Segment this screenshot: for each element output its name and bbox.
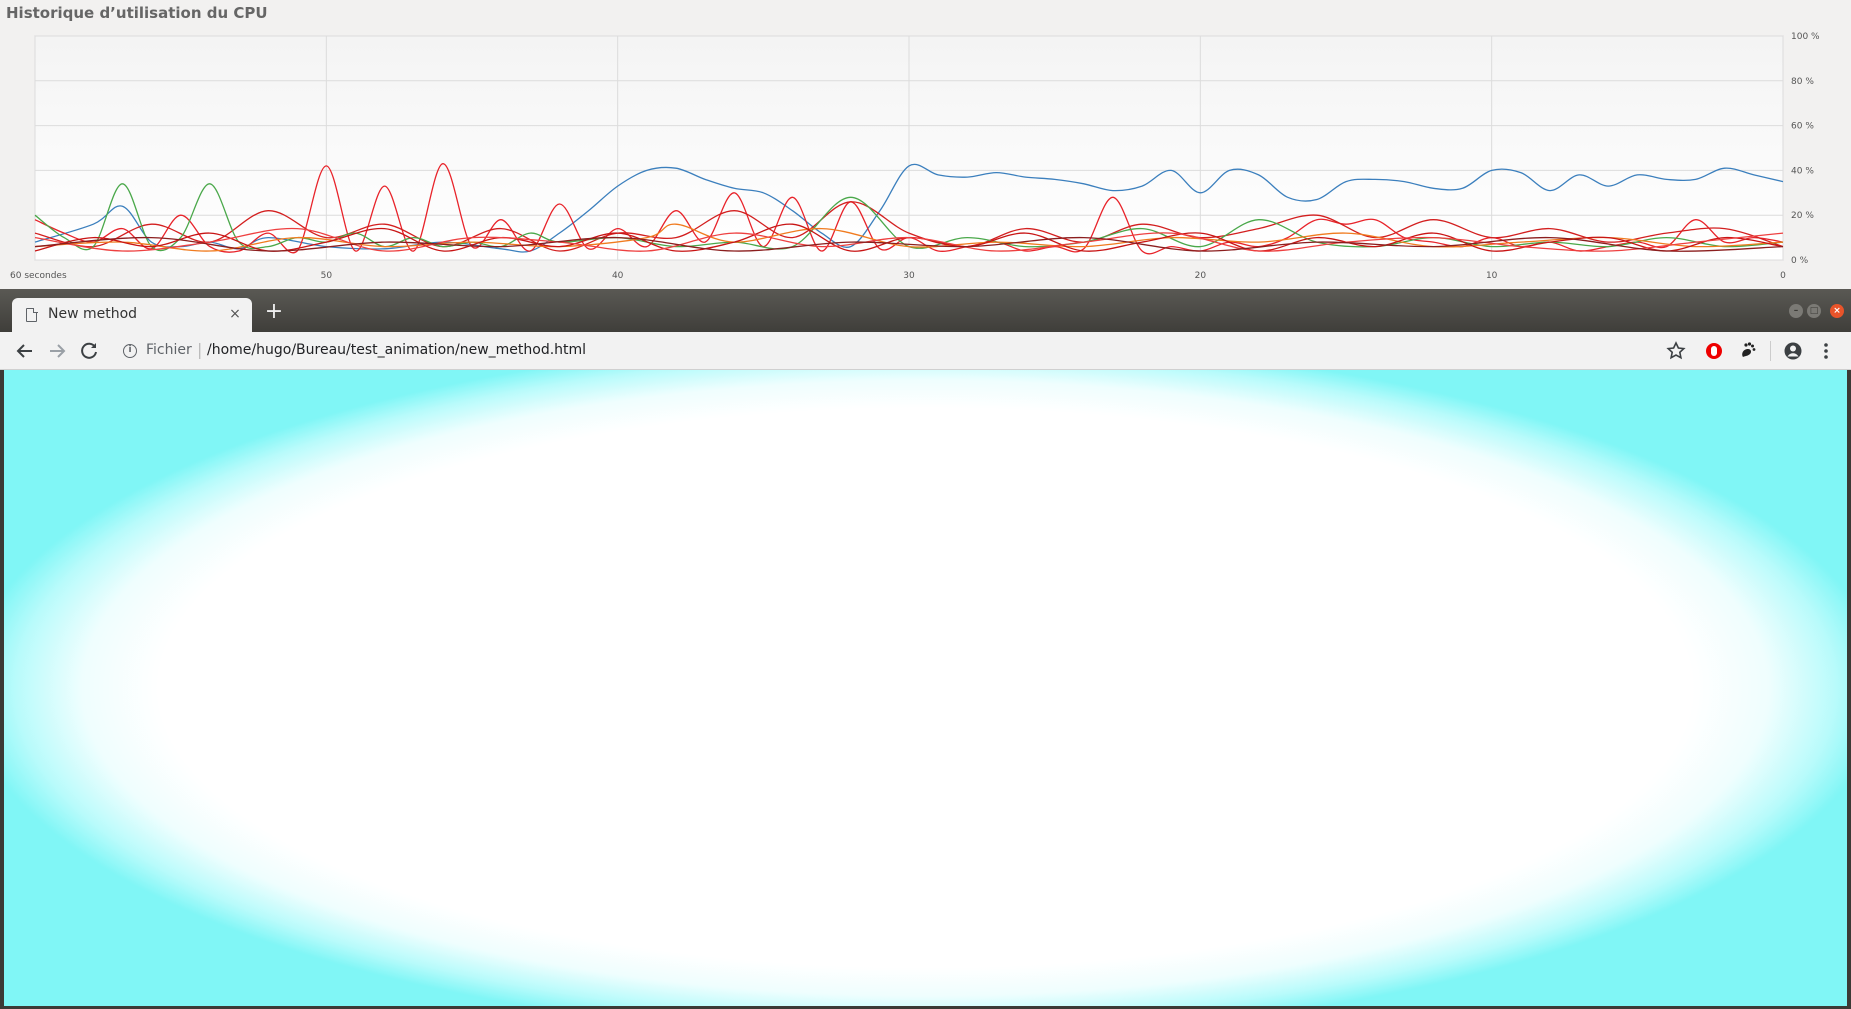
- address-bar[interactable]: /home/hugo/Bureau/test_animation/new_met…: [207, 342, 587, 358]
- monitor-title: Historique d’utilisation du CPU: [6, 4, 268, 22]
- tab-title: New method: [48, 306, 138, 322]
- window-minimize-button[interactable]: –: [1789, 304, 1803, 318]
- cpu-monitor-panel: Historique d’utilisation du CPU 60 secon…: [0, 0, 1851, 289]
- browser-toolbar: i Fichier | /home/hugo/Bureau/test_anima…: [0, 332, 1851, 370]
- y-tick-label: 20 %: [1791, 211, 1814, 221]
- forward-button[interactable]: [44, 338, 70, 364]
- y-tick-label: 100 %: [1791, 32, 1820, 42]
- adblock-extension-icon[interactable]: [1706, 343, 1722, 359]
- info-icon[interactable]: i: [123, 344, 137, 358]
- x-tick-label: 60 secondes: [10, 271, 67, 281]
- x-tick-label: 40: [612, 271, 624, 281]
- document-icon: [26, 307, 38, 322]
- minimize-icon: –: [1793, 306, 1799, 316]
- cpu-series-line-1: [34, 163, 1784, 253]
- cpu-series-line-2: [34, 163, 1784, 255]
- page-viewport[interactable]: [4, 370, 1847, 1006]
- x-tick-label: 0: [1780, 271, 1786, 281]
- window-close-button[interactable]: ×: [1830, 304, 1844, 318]
- account-button[interactable]: [1780, 338, 1806, 364]
- window-maximize-button[interactable]: □: [1807, 304, 1821, 318]
- title-bar: New method × + – □ ×: [0, 289, 1851, 332]
- x-tick-label: 50: [321, 271, 333, 281]
- bookmark-star-button[interactable]: [1663, 338, 1689, 364]
- reload-icon: [81, 342, 97, 359]
- y-tick-label: 0 %: [1791, 256, 1809, 266]
- tab-close-button[interactable]: ×: [229, 306, 241, 322]
- reload-button[interactable]: [76, 338, 102, 364]
- scheme-label: Fichier: [146, 342, 192, 358]
- close-icon: ×: [1833, 306, 1841, 316]
- y-tick-label: 60 %: [1791, 122, 1814, 132]
- gnome-extension-button[interactable]: [1735, 338, 1761, 364]
- toolbar-divider: [1770, 341, 1771, 361]
- x-tick-label: 30: [903, 271, 915, 281]
- browser-window: New method × + – □ × i Fichier | /home/h…: [0, 289, 1851, 1009]
- cpu-history-chart: 60 secondes 50 40 30 20 10 0 100 % 80 % 60 % 40 % 2…: [10, 32, 1820, 281]
- menu-button[interactable]: [1813, 338, 1839, 364]
- cpu-series-line-7: [34, 227, 1784, 252]
- y-tick-label: 80 %: [1791, 77, 1814, 87]
- back-button[interactable]: [12, 338, 38, 364]
- tab-new-method[interactable]: New method ×: [12, 298, 252, 332]
- gnome-foot-icon: [1742, 342, 1756, 357]
- star-icon: [1666, 341, 1686, 360]
- url-separator: |: [197, 340, 203, 359]
- arrow-right-icon: [50, 344, 66, 358]
- new-tab-button[interactable]: +: [264, 299, 284, 324]
- cpu-series-line-3: [34, 201, 1784, 252]
- account-icon: [1784, 342, 1802, 360]
- x-tick-label: 20: [1195, 271, 1207, 281]
- x-tick-label: 10: [1486, 271, 1498, 281]
- maximize-icon: □: [1809, 306, 1819, 316]
- cpu-series-line-8: [34, 236, 1784, 252]
- y-tick-label: 40 %: [1791, 166, 1814, 176]
- kebab-menu-icon: [1824, 343, 1828, 359]
- arrow-left-icon: [16, 344, 32, 358]
